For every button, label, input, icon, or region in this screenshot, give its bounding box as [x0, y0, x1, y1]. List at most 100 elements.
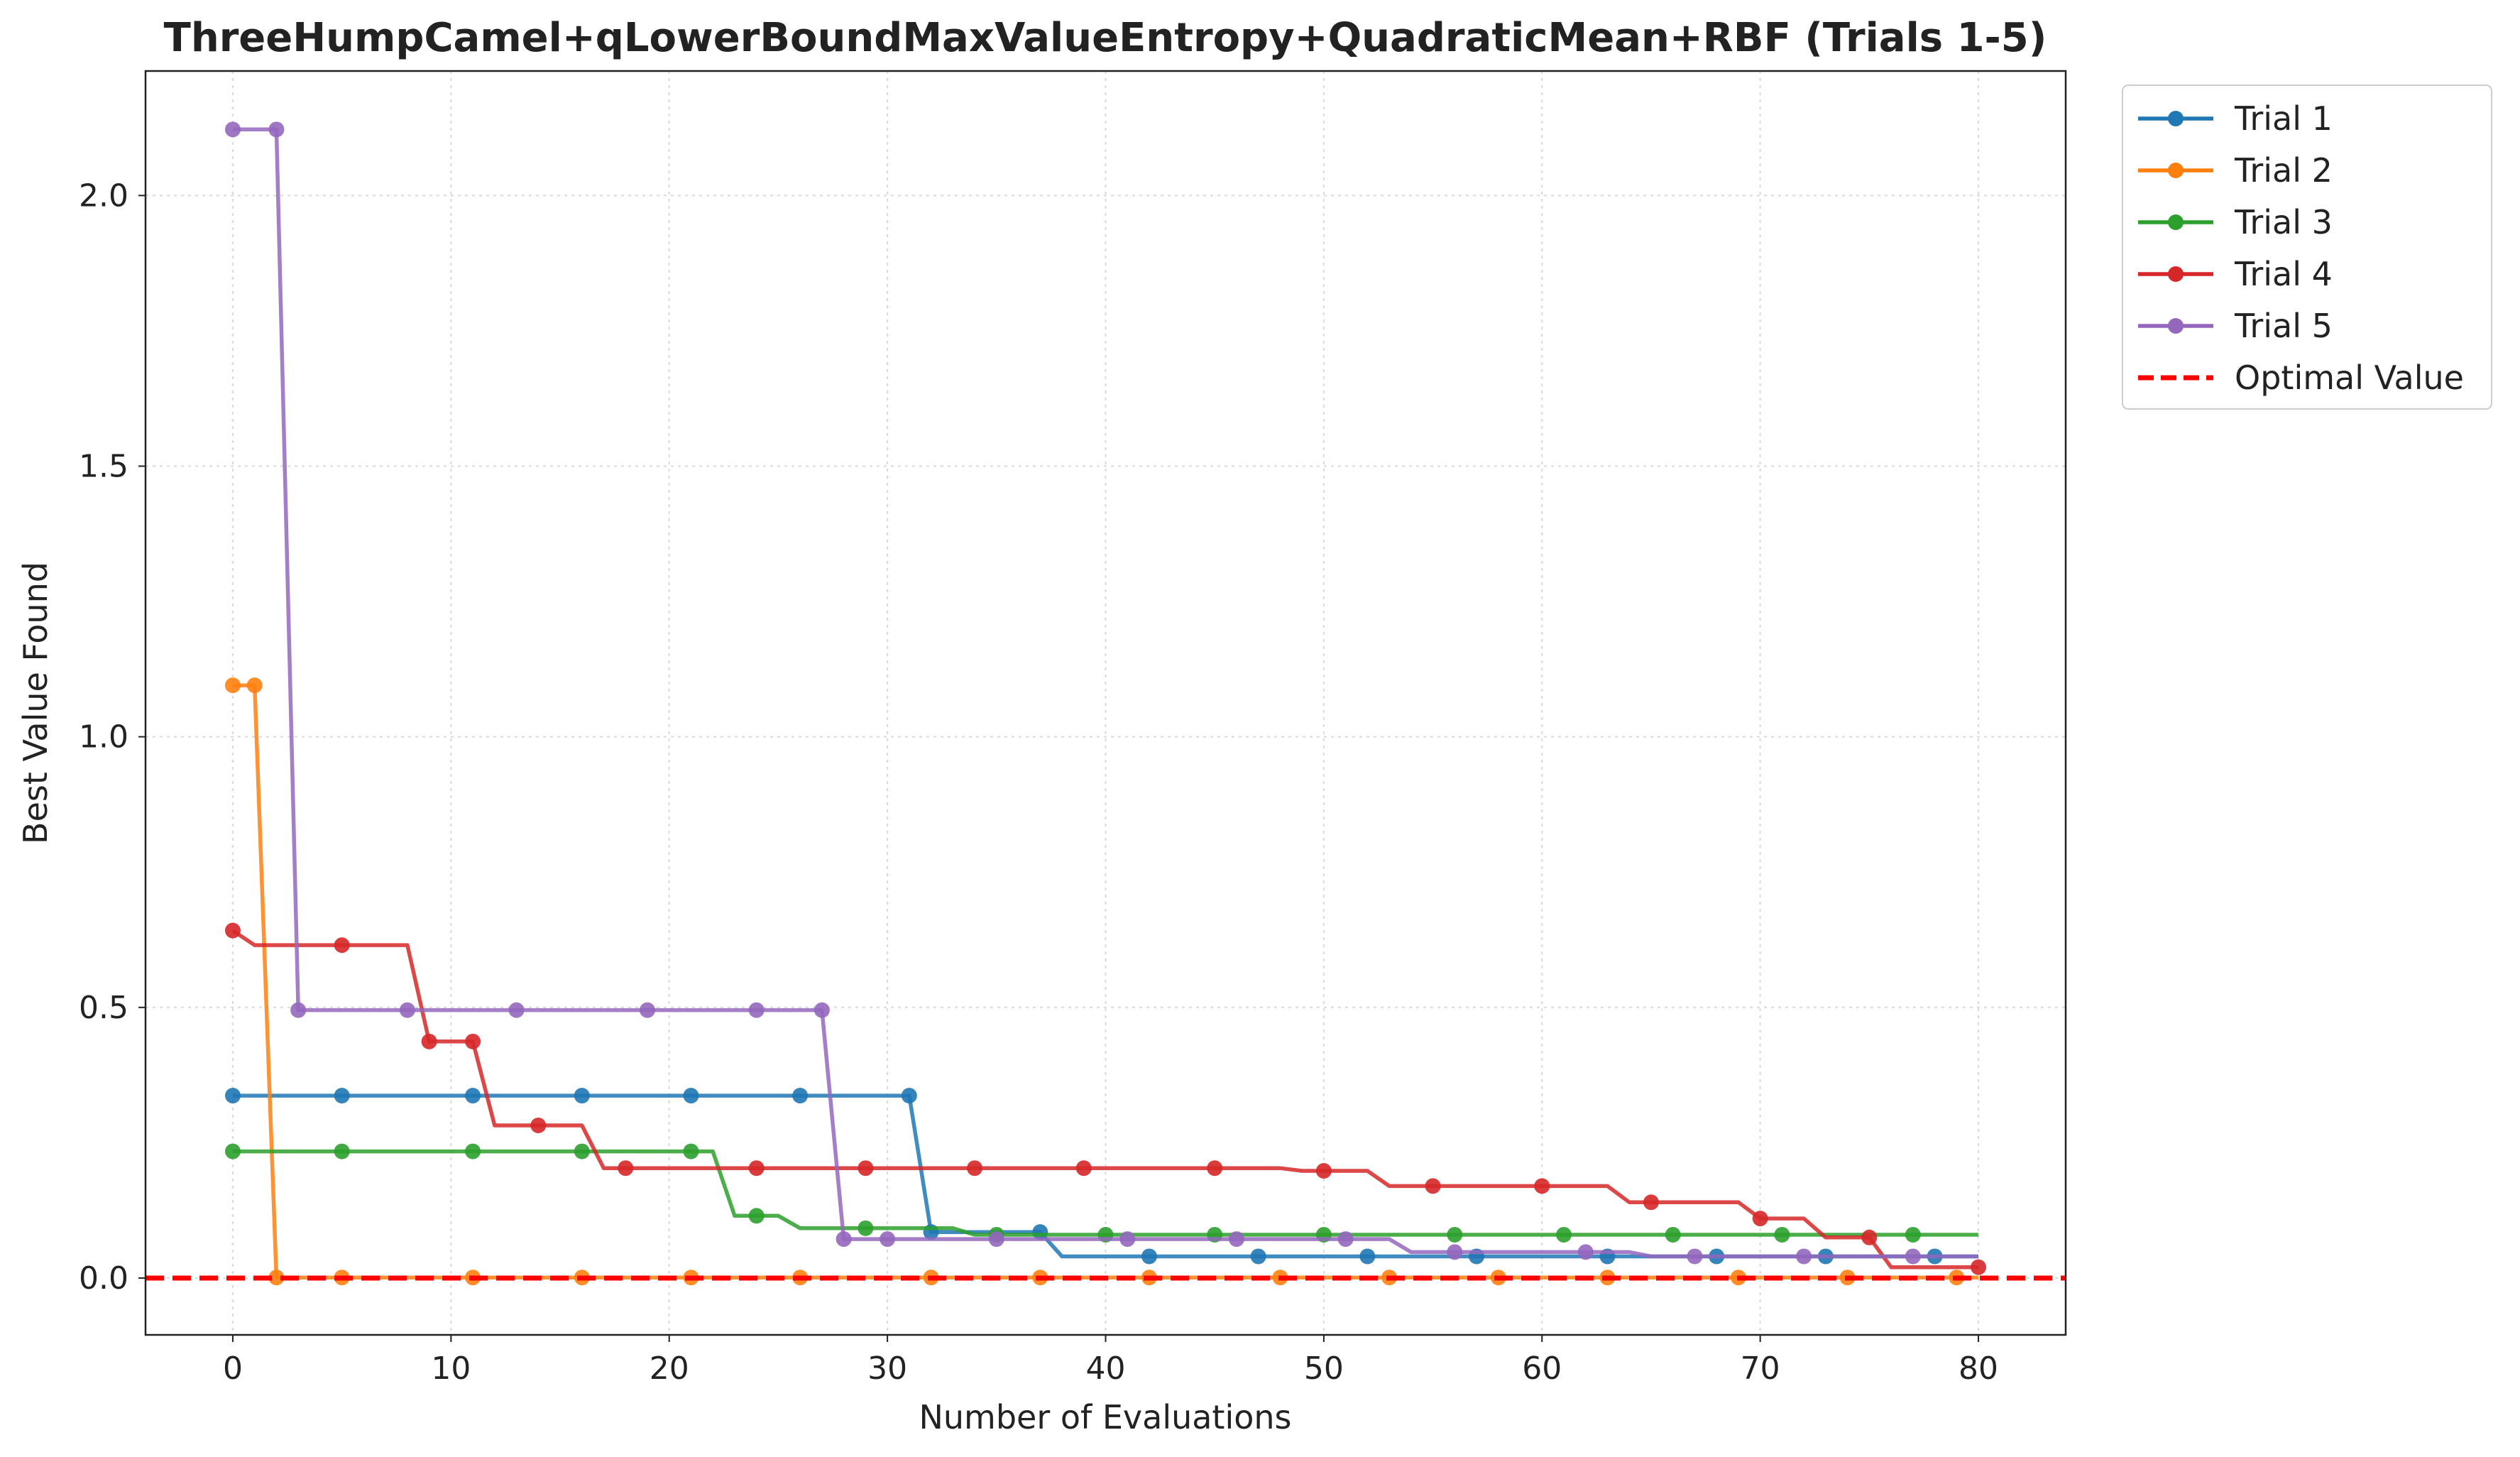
data-point	[1228, 1231, 1244, 1248]
data-point	[1905, 1226, 1921, 1243]
x-tick-label: 20	[650, 1350, 689, 1387]
data-point	[858, 1160, 874, 1177]
data-point	[290, 1002, 307, 1018]
x-tick-label: 60	[1522, 1350, 1562, 1387]
chart-title: ThreeHumpCamel+qLowerBoundMaxValueEntrop…	[164, 15, 2047, 61]
data-point	[1905, 1248, 1921, 1265]
legend-swatch-marker	[2168, 214, 2184, 230]
data-point	[1643, 1194, 1659, 1211]
data-point	[1337, 1231, 1354, 1248]
data-point	[1774, 1226, 1790, 1243]
legend-swatch-marker	[2168, 266, 2184, 282]
data-point	[1425, 1178, 1441, 1194]
data-point	[1556, 1226, 1572, 1243]
series-layer	[224, 121, 1987, 1286]
legend-label: Trial 5	[2234, 307, 2333, 345]
data-point	[1075, 1160, 1092, 1177]
x-tick-label: 80	[1959, 1350, 1998, 1387]
data-point	[967, 1160, 983, 1177]
data-point	[268, 1270, 285, 1286]
data-point	[224, 677, 241, 694]
data-point	[1315, 1163, 1332, 1179]
data-point	[1447, 1226, 1463, 1243]
legend-label: Optimal Value	[2235, 359, 2464, 397]
data-point	[399, 1002, 415, 1018]
data-point	[1534, 1178, 1550, 1194]
legend-label: Trial 1	[2234, 99, 2333, 138]
series-trial-1	[224, 1088, 1978, 1265]
legend-box	[2122, 84, 2492, 410]
legend-label: Trial 4	[2234, 255, 2333, 293]
series-line	[231, 929, 1978, 1270]
data-point	[748, 1002, 765, 1018]
data-point	[334, 937, 350, 954]
x-tick-label: 70	[1741, 1350, 1780, 1387]
x-tick-label: 0	[223, 1350, 243, 1387]
series-trial-5	[224, 121, 1978, 1265]
data-point	[618, 1160, 634, 1177]
data-point	[683, 1088, 699, 1104]
data-point	[1359, 1248, 1376, 1265]
data-point	[1250, 1248, 1266, 1265]
x-tick-label: 30	[867, 1350, 907, 1387]
legend-swatch-marker	[2168, 318, 2184, 334]
data-point	[683, 1143, 699, 1159]
data-point	[792, 1088, 809, 1104]
data-point	[858, 1220, 874, 1236]
legend-swatch-marker	[2168, 163, 2184, 178]
data-point	[574, 1088, 590, 1104]
data-point	[224, 121, 241, 138]
legend-label: Trial 2	[2234, 151, 2333, 190]
data-point	[1141, 1248, 1157, 1265]
data-point	[1665, 1226, 1681, 1243]
data-point	[508, 1002, 525, 1018]
data-point	[465, 1143, 481, 1159]
legend-label: Trial 3	[2234, 203, 2333, 241]
data-point	[1207, 1160, 1223, 1177]
data-point	[880, 1231, 896, 1248]
data-point	[421, 1033, 437, 1049]
series-trial-4	[224, 922, 1987, 1275]
data-point	[465, 1088, 481, 1104]
x-tick-label: 40	[1086, 1350, 1126, 1387]
data-point	[1687, 1248, 1703, 1265]
data-point	[1796, 1248, 1812, 1265]
series-line	[233, 127, 1978, 1259]
legend-item: Trial 2	[2138, 151, 2333, 190]
data-point	[224, 1088, 241, 1104]
legend-item: Trial 5	[2138, 307, 2333, 345]
legend-item: Trial 1	[2138, 99, 2333, 138]
data-point	[1577, 1244, 1594, 1260]
data-point	[465, 1033, 481, 1049]
data-point	[639, 1002, 655, 1018]
data-point	[530, 1117, 547, 1133]
data-point	[334, 1143, 350, 1159]
data-point	[748, 1160, 765, 1177]
legend-item: Trial 3	[2138, 203, 2333, 241]
y-tick-label: 0.5	[79, 990, 128, 1026]
y-tick-label: 0.0	[79, 1260, 128, 1297]
y-tick-label: 1.0	[79, 719, 128, 755]
data-point	[334, 1088, 350, 1104]
data-point	[224, 922, 241, 939]
data-point	[1971, 1259, 1987, 1275]
y-tick-label: 2.0	[79, 178, 128, 214]
data-point	[748, 1208, 765, 1224]
data-point	[988, 1231, 1004, 1248]
x-axis-label: Number of Evaluations	[919, 1398, 1291, 1436]
data-point	[246, 677, 263, 694]
legend-item: Optimal Value	[2138, 359, 2464, 397]
y-axis-label: Best Value Found	[16, 562, 55, 844]
data-point	[836, 1231, 852, 1248]
legend-swatch-marker	[2168, 111, 2184, 126]
legend-item: Trial 4	[2138, 255, 2333, 293]
x-tick-label: 50	[1304, 1350, 1344, 1387]
x-tick-label: 10	[431, 1350, 471, 1387]
data-point	[1861, 1229, 1878, 1245]
ticks: 0 10 20 30 40 50 60 70 80 0.0 0.5 1.0 1.5 2.0	[79, 178, 1998, 1387]
data-point	[901, 1088, 917, 1104]
series-line	[233, 1149, 1978, 1237]
data-point	[1447, 1244, 1463, 1260]
